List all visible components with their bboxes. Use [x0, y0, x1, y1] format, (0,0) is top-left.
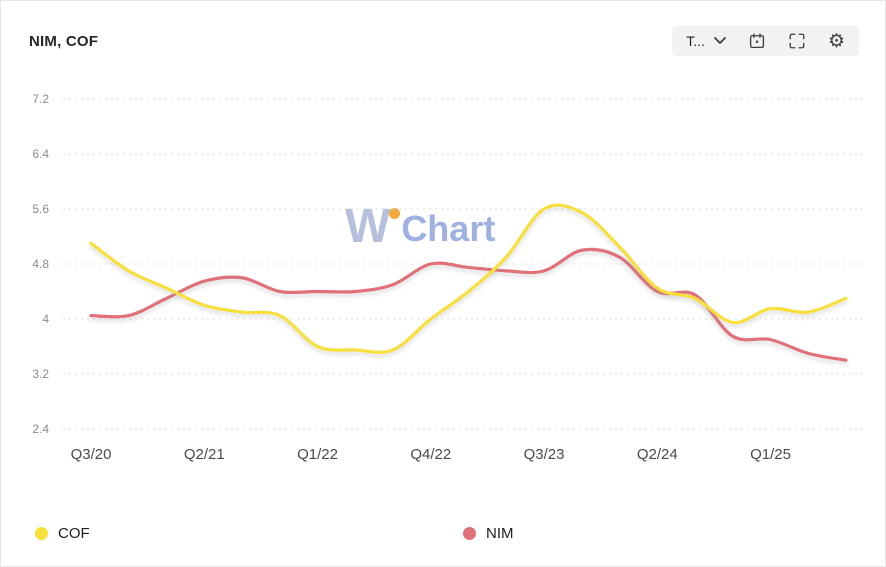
chevron-down-icon [714, 37, 726, 44]
calendar-button[interactable] [748, 32, 766, 50]
cof-legend-label: COF [58, 525, 90, 542]
series-line-cof [89, 203, 848, 354]
svg-text:Q2/21: Q2/21 [184, 446, 225, 463]
nim-legend-label: NIM [486, 525, 514, 542]
svg-text:4.8: 4.8 [32, 257, 49, 271]
svg-text:6.4: 6.4 [32, 147, 49, 161]
chart-title: NIM, COF [29, 32, 99, 50]
svg-text:2.4: 2.4 [32, 422, 49, 436]
svg-text:7.2: 7.2 [32, 92, 49, 106]
svg-text:Q1/25: Q1/25 [750, 446, 791, 463]
svg-text:Q3/20: Q3/20 [71, 446, 112, 463]
legend-item-nim[interactable]: NIM [463, 525, 514, 542]
series-line-nim [89, 247, 848, 362]
chart-toolbar: T... [672, 26, 859, 56]
svg-text:Q1/22: Q1/22 [297, 446, 338, 463]
svg-text:Q4/22: Q4/22 [410, 446, 451, 463]
gridlines [63, 98, 863, 430]
svg-text:3.2: 3.2 [32, 367, 49, 381]
nim-legend-dot-icon [463, 527, 476, 540]
card-header: NIM, COF T... [29, 25, 859, 57]
period-dropdown-label: T... [686, 33, 705, 49]
cof-legend-dot-icon [35, 527, 48, 540]
gear-icon: ⚙ [827, 30, 845, 52]
watermark: W Chart [345, 203, 495, 251]
svg-text:4: 4 [42, 312, 49, 326]
x-axis-labels: Q3/20 Q2/21 Q1/22 Q4/22 Q3/23 Q2/24 Q1/25 [71, 446, 791, 463]
settings-button[interactable]: ⚙ [828, 32, 845, 51]
fullscreen-button[interactable] [788, 32, 806, 50]
svg-text:5.6: 5.6 [32, 202, 49, 216]
svg-text:Q2/24: Q2/24 [637, 446, 678, 463]
watermark-w: W [345, 200, 391, 253]
chart-series [89, 203, 848, 362]
legend-item-cof[interactable]: COF [35, 525, 90, 542]
svg-text:Q3/23: Q3/23 [524, 446, 565, 463]
watermark-dot-icon [389, 208, 401, 219]
y-axis-labels: 7.2 6.4 5.6 4.8 4 3.2 2.4 [32, 92, 49, 436]
calendar-icon [749, 33, 765, 49]
period-dropdown[interactable]: T... [686, 33, 726, 49]
fullscreen-icon [789, 33, 805, 49]
watermark-chart: Chart [401, 208, 496, 249]
line-chart: 7.2 6.4 5.6 4.8 4 3.2 2.4 Q3/20 Q2/21 Q1/22 Q4/22… [32, 92, 863, 463]
